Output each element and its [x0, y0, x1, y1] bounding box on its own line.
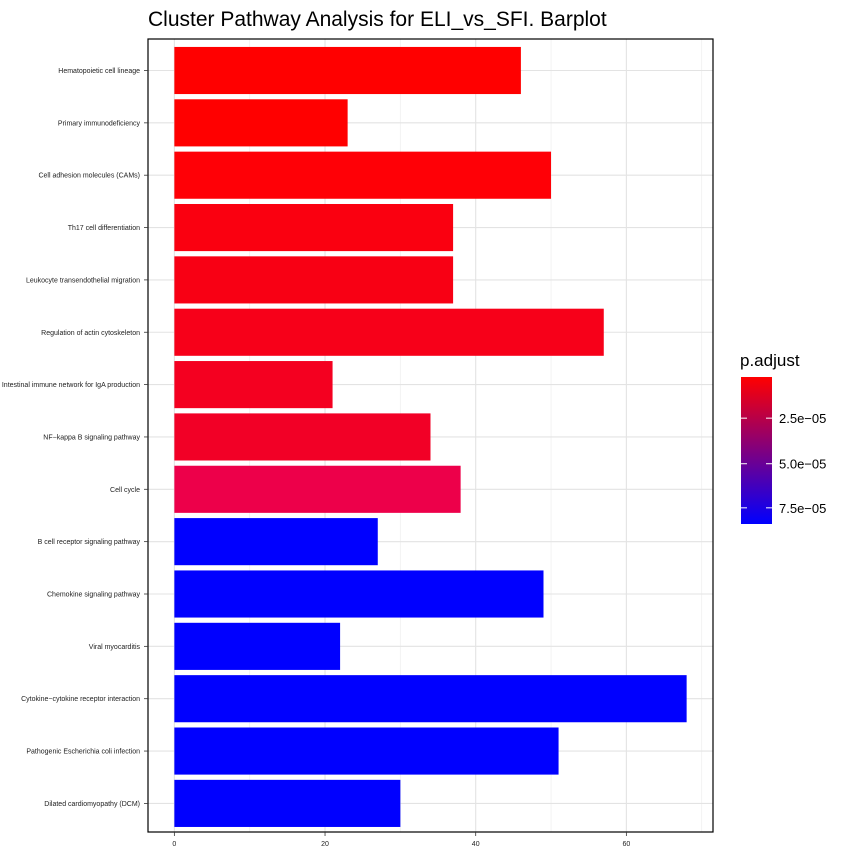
bar	[174, 675, 687, 723]
bar	[174, 46, 521, 95]
bar	[174, 727, 559, 775]
y-tick-label: NF−kappa B signaling pathway	[43, 434, 140, 441]
y-tick-label: Cytokine−cytokine receptor interaction	[21, 696, 140, 703]
legend-tick-label: 7.5e−05	[779, 501, 826, 516]
y-tick-label: Th17 cell differentiation	[68, 225, 140, 232]
y-tick-label: Hematopoietic cell lineage	[58, 68, 140, 75]
legend-tick-label: 2.5e−05	[779, 411, 826, 426]
y-tick-label: Leukocyte transendothelial migration	[26, 277, 140, 284]
x-tick-label: 60	[622, 841, 630, 848]
y-tick-label: Pathogenic Escherichia coli infection	[26, 749, 140, 756]
x-tick-label: 20	[321, 841, 329, 848]
y-tick-label: Dilated cardiomyopathy (DCM)	[44, 801, 140, 808]
y-tick-label: Intestinal immune network for IgA produc…	[2, 382, 140, 389]
legend-colorbar	[741, 377, 772, 524]
bar	[174, 151, 552, 199]
bar	[174, 308, 604, 356]
bar	[174, 203, 454, 252]
bar	[174, 465, 461, 513]
x-tick-label: 40	[472, 841, 480, 848]
y-axis-labels: Hematopoietic cell lineage Primary immuno…	[2, 68, 148, 808]
bar	[174, 256, 454, 304]
bar	[174, 413, 431, 461]
y-tick-label: Cell cycle	[110, 487, 140, 494]
bar	[174, 622, 341, 670]
bar	[174, 99, 348, 147]
bar	[174, 570, 544, 618]
legend-tick-label: 5.0e−05	[779, 457, 826, 472]
legend-ticks: 2.5e−05 5.0e−05 7.5e−05	[741, 411, 826, 516]
y-tick-label: B cell receptor signaling pathway	[38, 539, 141, 546]
bars	[174, 46, 687, 827]
legend-title: p.adjust	[740, 351, 800, 370]
y-tick-label: Viral myocarditis	[89, 644, 141, 651]
x-tick-label: 0	[172, 841, 176, 848]
y-tick-label: Primary immunodeficiency	[58, 120, 141, 127]
color-legend: p.adjust 2.5e−05 5.0e−05 7.5e−05	[740, 351, 826, 524]
y-tick-label: Cell adhesion molecules (CAMs)	[38, 173, 140, 180]
bar	[174, 518, 378, 566]
plot-border	[147, 38, 714, 833]
y-tick-label: Chemokine signaling pathway	[47, 592, 140, 599]
x-axis-labels: 0 20 40 60	[172, 832, 630, 848]
bar	[174, 361, 333, 409]
bar	[174, 779, 401, 827]
y-tick-label: Regulation of actin cytoskeleton	[41, 330, 140, 337]
chart-title: Cluster Pathway Analysis for ELI_vs_SFI.…	[148, 8, 607, 31]
